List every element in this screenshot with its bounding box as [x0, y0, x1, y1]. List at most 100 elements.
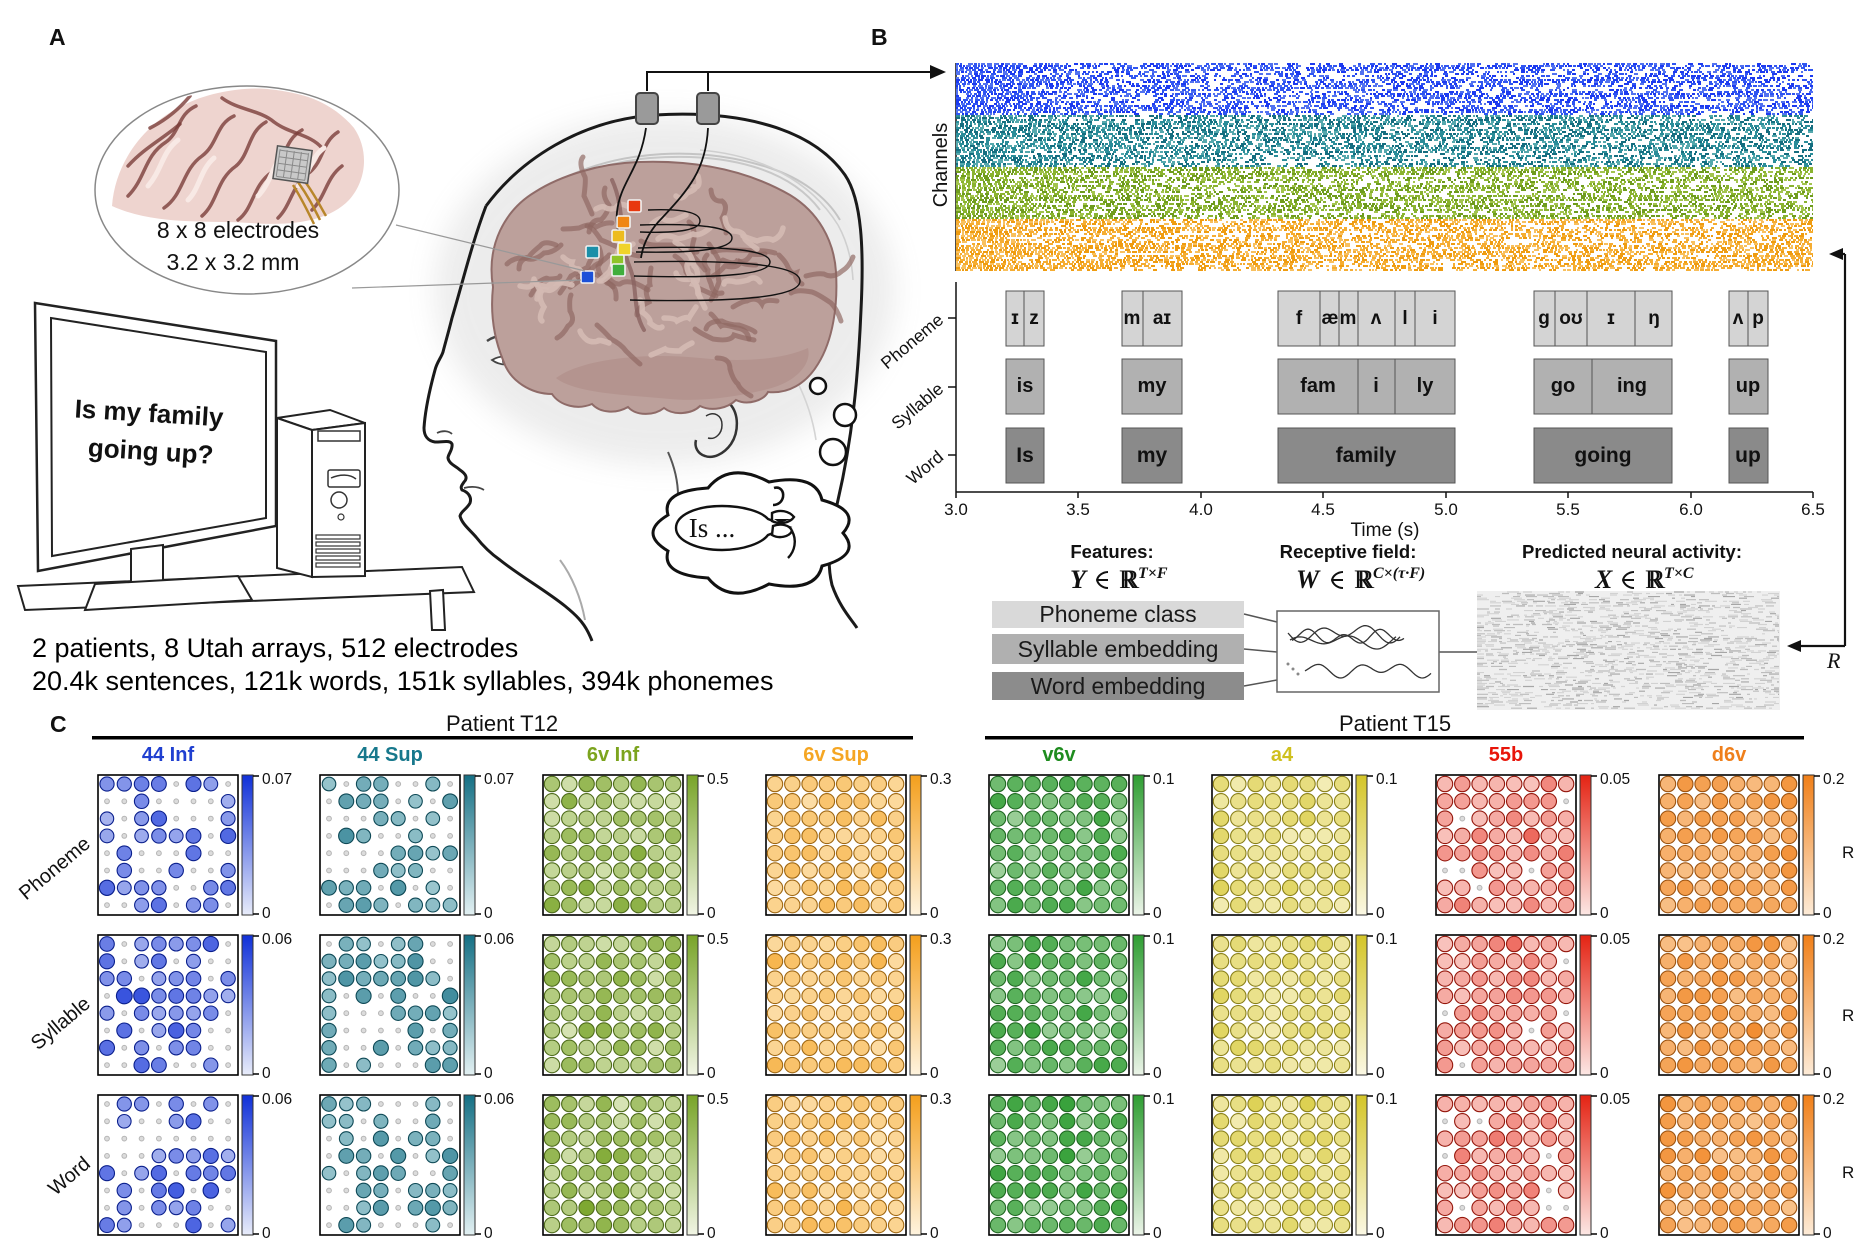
svg-text:0: 0 [930, 1065, 939, 1082]
svg-text:0: 0 [484, 905, 493, 922]
svg-text:0.1: 0.1 [1153, 1091, 1175, 1108]
svg-text:R: R [1842, 843, 1854, 862]
svg-text:0: 0 [1153, 905, 1162, 922]
svg-text:0: 0 [1376, 1225, 1385, 1242]
svg-text:0: 0 [1376, 905, 1385, 922]
svg-text:55b: 55b [1489, 744, 1523, 766]
svg-text:my: my [1137, 444, 1168, 467]
svg-text:0: 0 [1376, 1065, 1385, 1082]
svg-text:R: R [1122, 565, 1140, 594]
svg-text:Is ...: Is ... [689, 513, 736, 543]
svg-text:m: m [1340, 308, 1357, 329]
svg-text:R: R [1826, 648, 1841, 673]
svg-text:Receptive field:: Receptive field: [1280, 541, 1417, 562]
svg-text:0.5: 0.5 [707, 931, 729, 948]
svg-text:T×C: T×C [1664, 565, 1694, 582]
svg-text:Phoneme class: Phoneme class [1039, 601, 1196, 627]
svg-text:ŋ: ŋ [1648, 308, 1660, 329]
svg-text:R: R [1648, 565, 1666, 594]
svg-text:R: R [1645, 565, 1663, 594]
svg-text:T×F: T×F [1138, 565, 1168, 582]
svg-text:g: g [1538, 308, 1550, 329]
svg-text:0.07: 0.07 [484, 771, 514, 788]
svg-text:6v Inf: 6v Inf [587, 744, 640, 766]
svg-text:l: l [1402, 308, 1407, 329]
svg-text:0.2: 0.2 [1823, 1091, 1845, 1108]
svg-text:i: i [1432, 308, 1437, 329]
svg-text:0: 0 [1823, 1225, 1832, 1242]
svg-text:X: X [1594, 565, 1613, 594]
svg-text:0: 0 [1600, 905, 1609, 922]
svg-text:0.06: 0.06 [262, 931, 292, 948]
svg-text:aɪ: aɪ [1153, 308, 1172, 329]
svg-text:5.5: 5.5 [1556, 500, 1580, 519]
svg-text:0.5: 0.5 [707, 1091, 729, 1108]
svg-text:0: 0 [1600, 1065, 1609, 1082]
svg-text:0.3: 0.3 [930, 931, 952, 948]
svg-text:p: p [1752, 308, 1764, 329]
svg-text:ʌ: ʌ [1733, 308, 1744, 329]
svg-text:is: is [1017, 375, 1034, 397]
svg-text:0: 0 [1600, 1225, 1609, 1242]
svg-text:R: R [1357, 565, 1375, 594]
svg-text:Predicted neural activity:: Predicted neural activity: [1522, 541, 1742, 562]
svg-text:Syllable embedding: Syllable embedding [1018, 636, 1219, 662]
svg-text:a4: a4 [1271, 744, 1294, 766]
svg-text:0.06: 0.06 [484, 931, 514, 948]
svg-text:Features:: Features: [1070, 541, 1153, 562]
svg-text:m: m [1124, 308, 1141, 329]
svg-text:0: 0 [484, 1065, 493, 1082]
svg-text:0: 0 [707, 1065, 716, 1082]
svg-text:go: go [1551, 375, 1575, 397]
svg-text:0: 0 [1823, 905, 1832, 922]
svg-text:d6v: d6v [1712, 744, 1747, 766]
svg-text:v6v: v6v [1042, 744, 1076, 766]
svg-text:0: 0 [707, 905, 716, 922]
svg-text:0.2: 0.2 [1823, 771, 1845, 788]
svg-text:z: z [1029, 308, 1039, 329]
svg-text:Is: Is [1016, 444, 1034, 467]
svg-text:4.0: 4.0 [1189, 500, 1213, 519]
svg-text:3.5: 3.5 [1066, 500, 1090, 519]
svg-text:6.0: 6.0 [1679, 500, 1703, 519]
svg-text:0.1: 0.1 [1376, 931, 1398, 948]
svg-text:ʌ: ʌ [1371, 308, 1382, 329]
svg-text:ly: ly [1417, 375, 1435, 397]
svg-text:0.05: 0.05 [1600, 1091, 1630, 1108]
svg-text:0: 0 [1823, 1065, 1832, 1082]
svg-text:Word embedding: Word embedding [1031, 673, 1206, 699]
svg-text:0: 0 [930, 905, 939, 922]
svg-text:ɪ: ɪ [1607, 308, 1615, 329]
svg-text:0.06: 0.06 [484, 1091, 514, 1108]
svg-text:up: up [1736, 375, 1760, 397]
svg-text:0: 0 [484, 1225, 493, 1242]
svg-text:6.5: 6.5 [1801, 500, 1825, 519]
svg-text:0: 0 [262, 905, 271, 922]
svg-text:R: R [1842, 1163, 1854, 1182]
svg-text:i: i [1373, 375, 1379, 397]
svg-text:æ: æ [1322, 308, 1339, 329]
svg-text:oʊ: oʊ [1559, 308, 1583, 329]
svg-text:0.3: 0.3 [930, 771, 952, 788]
svg-text:f: f [1296, 308, 1303, 329]
svg-text:R: R [1842, 1006, 1854, 1025]
svg-text:R: R [1354, 565, 1372, 594]
svg-text:3.2 x 3.2 mm: 3.2 x 3.2 mm [167, 249, 300, 275]
svg-text:0: 0 [930, 1225, 939, 1242]
svg-text:0: 0 [262, 1225, 271, 1242]
svg-text:going: going [1574, 444, 1631, 467]
svg-text:4.5: 4.5 [1311, 500, 1335, 519]
svg-text:family: family [1336, 444, 1397, 467]
svg-text:0.05: 0.05 [1600, 931, 1630, 948]
svg-text:R: R [1119, 565, 1137, 594]
svg-text:0.1: 0.1 [1153, 931, 1175, 948]
svg-text:0.06: 0.06 [262, 1091, 292, 1108]
svg-text:ing: ing [1617, 375, 1647, 397]
svg-text:44 Inf: 44 Inf [142, 744, 195, 766]
svg-text:Patient T12: Patient T12 [446, 711, 558, 736]
svg-text:8 x 8 electrodes: 8 x 8 electrodes [157, 217, 319, 243]
svg-text:0: 0 [1153, 1065, 1162, 1082]
svg-text:my: my [1138, 375, 1168, 397]
svg-text:Patient T15: Patient T15 [1339, 711, 1451, 736]
svg-text:0: 0 [707, 1225, 716, 1242]
